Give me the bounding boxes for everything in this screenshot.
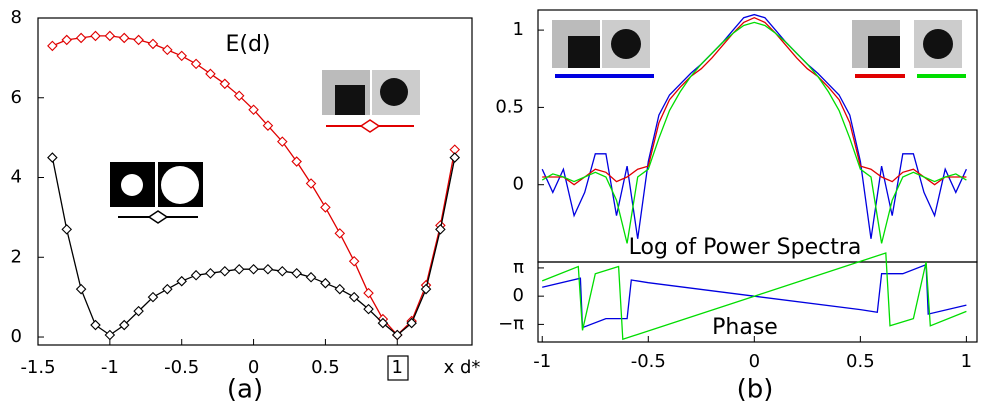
x-tick-label: -1: [533, 351, 551, 372]
point: [435, 224, 446, 235]
annotation: Log of Power Spectra: [629, 235, 862, 260]
y-tick-label: 4: [11, 167, 22, 188]
point: [291, 156, 302, 167]
point: [406, 317, 417, 329]
point: [305, 178, 317, 189]
point: [176, 50, 187, 62]
point: [147, 38, 159, 50]
y-tick-label: 0: [513, 285, 524, 306]
y-tick-label: 0.5: [495, 96, 524, 117]
point: [420, 283, 432, 295]
annotation: Phase: [712, 315, 778, 340]
caption: (b): [737, 375, 774, 405]
point: [291, 267, 302, 279]
point: [377, 317, 389, 329]
y-tick-label: 6: [11, 87, 22, 108]
point: [363, 287, 374, 299]
plot-frame: [537, 261, 978, 343]
legend-marker: [147, 210, 169, 224]
point: [61, 34, 73, 46]
point: [205, 267, 216, 279]
point: [305, 271, 317, 283]
y-tick-label: −π: [498, 313, 524, 334]
point: [61, 224, 73, 235]
y-tick-label: 8: [11, 7, 22, 28]
icons-a-red: [322, 70, 420, 115]
point: [90, 30, 101, 42]
point: [219, 265, 231, 277]
point: [391, 329, 403, 341]
point: [190, 58, 202, 70]
y-tick-label: 0: [513, 174, 524, 195]
point: [104, 329, 116, 341]
x-axis-label: x d*: [444, 357, 481, 378]
point: [75, 32, 87, 44]
point: [162, 283, 173, 295]
tick-box: [387, 355, 409, 381]
icons-b-right: [852, 20, 962, 68]
point: [262, 120, 274, 131]
series-line: [541, 252, 967, 341]
x-tick-label: 1: [961, 351, 972, 372]
point: [162, 44, 173, 56]
point: [47, 40, 58, 52]
point: [147, 291, 159, 303]
caption: (a): [227, 375, 263, 405]
y-tick-label: 0: [11, 326, 22, 347]
y-tick-label: π: [513, 257, 524, 278]
point: [75, 283, 87, 295]
point: [205, 68, 216, 80]
icons-b-left: [552, 20, 650, 68]
point: [334, 283, 346, 295]
x-tick-label: -1: [101, 357, 119, 378]
x-tick-label: 1: [392, 357, 403, 378]
point: [348, 255, 360, 267]
point: [233, 90, 245, 102]
point: [219, 78, 231, 90]
legend-marker: [359, 119, 381, 133]
y-tick-label: 2: [11, 246, 22, 267]
point: [176, 275, 187, 287]
point: [90, 319, 101, 331]
point: [133, 305, 144, 317]
point: [262, 263, 274, 275]
x-tick-label: 0.5: [311, 357, 340, 378]
point: [320, 202, 331, 213]
point: [248, 263, 259, 275]
point: [133, 34, 144, 46]
x-tick-label: -1.5: [20, 357, 55, 378]
series-line: [541, 13, 967, 239]
point: [190, 269, 202, 281]
series-line: [542, 16, 967, 186]
point: [118, 32, 130, 44]
chart-title: E(d): [225, 32, 270, 57]
series-line: [541, 21, 967, 244]
x-tick-label: 0: [749, 351, 760, 372]
point: [320, 277, 331, 289]
point: [363, 303, 374, 315]
point: [248, 104, 259, 115]
y-tick-label: 1: [513, 19, 524, 40]
x-tick-label: -0.5: [164, 357, 199, 378]
point: [104, 30, 116, 42]
point: [277, 136, 288, 147]
icons-a-black: [110, 162, 203, 207]
plot-frame: [37, 17, 473, 346]
point: [334, 228, 346, 239]
point: [47, 152, 58, 163]
point: [277, 265, 288, 277]
point: [348, 291, 360, 303]
x-tick-label: -0.5: [631, 351, 666, 372]
point: [118, 319, 130, 331]
x-tick-label: 0: [248, 357, 259, 378]
point: [449, 152, 461, 163]
x-tick-label: 0.5: [846, 351, 875, 372]
point: [233, 263, 245, 275]
